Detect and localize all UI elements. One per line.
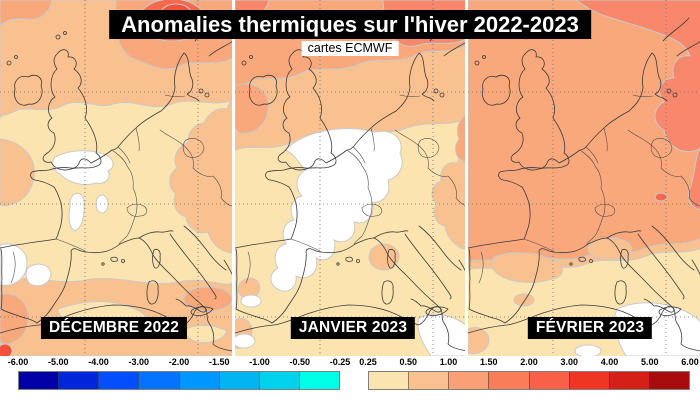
anomaly-blob bbox=[513, 293, 535, 307]
colorbar-segment bbox=[298, 372, 339, 389]
colorbar-segment bbox=[648, 372, 689, 389]
anomaly-blob bbox=[490, 252, 563, 283]
colorbar-tick-label: 0.50 bbox=[399, 357, 418, 367]
colorbar-tick-label: 6.00 bbox=[681, 357, 699, 367]
colorbar-tick-label: 1.50 bbox=[479, 357, 498, 367]
anomaly-blob bbox=[0, 293, 29, 345]
anomaly-blob bbox=[235, 333, 256, 349]
panel-label-february: FÉVRIER 2023 bbox=[527, 317, 653, 340]
anomaly-blob bbox=[240, 294, 262, 308]
colorbar-tick-label: 4.00 bbox=[600, 357, 619, 367]
colorbar-tick-label: 2.00 bbox=[520, 357, 538, 367]
colorbar-tick-label: -4.00 bbox=[88, 357, 109, 367]
anomaly-maps bbox=[0, 0, 700, 356]
anomaly-blob bbox=[68, 192, 85, 232]
colorbar-segment bbox=[448, 372, 489, 389]
colorbar-segment bbox=[98, 372, 139, 389]
anomaly-blob bbox=[270, 128, 403, 292]
colorbar-tick-label: -0.25 bbox=[329, 357, 351, 367]
colorbar-tick-label: 1.00 bbox=[439, 357, 458, 367]
anomaly-blob bbox=[368, 243, 400, 271]
anomaly-blob bbox=[574, 344, 602, 356]
anomaly-blob bbox=[687, 146, 700, 211]
anomaly-blob bbox=[169, 96, 232, 254]
colorbar-negative: -6.00 -5.00 -4.00 -3.00 -2.00 -1.50 -1.00 -0.50… bbox=[8, 356, 350, 394]
colorbar-segment bbox=[19, 372, 59, 389]
colorbar-tick-label: 3.00 bbox=[560, 357, 579, 367]
anomaly-blob bbox=[0, 243, 28, 286]
colorbar-tick-label: -1.50 bbox=[208, 357, 230, 367]
colorbar-segment bbox=[258, 372, 299, 389]
page-title: Anomalies thermiques sur l'hiver 2022-20… bbox=[109, 10, 591, 40]
anomaly-blob bbox=[468, 326, 490, 355]
map-panel-december bbox=[0, 0, 232, 356]
anomaly-blob bbox=[455, 115, 465, 163]
anomaly-blob bbox=[25, 263, 52, 287]
colorbar-positive: 0.25 0.50 1.00 1.50 2.00 3.00 4.00 5.00 6.00 bbox=[359, 356, 699, 394]
colorbar-segment bbox=[138, 372, 179, 389]
colorbar-tick-label: -2.00 bbox=[168, 357, 190, 367]
anomaly-blob bbox=[654, 192, 668, 202]
colorbar-tick-label: -5.00 bbox=[47, 357, 69, 367]
colorbar-segment bbox=[178, 372, 219, 389]
colorbar-segment bbox=[608, 372, 649, 389]
anomaly-blob bbox=[417, 313, 465, 356]
colorbar-segment bbox=[369, 372, 409, 389]
anomaly-blob bbox=[0, 138, 35, 207]
anomaly-blob bbox=[0, 343, 13, 356]
anomaly-blob bbox=[183, 286, 232, 312]
panel-label-january: JANVIER 2023 bbox=[290, 317, 416, 340]
anomaly-blob bbox=[235, 83, 269, 134]
anomaly-blob bbox=[575, 0, 700, 153]
colorbar-tick-label: -6.00 bbox=[7, 357, 29, 367]
colorbar-segment bbox=[408, 372, 449, 389]
colorbar-segment bbox=[488, 372, 529, 389]
colorbar-tick-label: -1.00 bbox=[249, 357, 270, 367]
map-panel-february bbox=[468, 0, 700, 356]
colorbar-tick-label: -0.50 bbox=[289, 357, 311, 367]
colorbar-segment bbox=[58, 372, 99, 389]
anomaly-blob bbox=[0, 0, 53, 27]
colorbar-segment bbox=[568, 372, 609, 389]
colorbar-tick-label: 5.00 bbox=[640, 357, 659, 367]
anomaly-blob bbox=[95, 194, 109, 214]
colorbar-segment bbox=[218, 372, 259, 389]
panel-label-december: DÉCEMBRE 2022 bbox=[40, 317, 188, 340]
colorbar-tick-label: 0.25 bbox=[359, 357, 377, 367]
colorbar-tick-label: -3.00 bbox=[128, 357, 150, 367]
credit-label: cartes ECMWF bbox=[301, 41, 399, 56]
colorbar-segment bbox=[528, 372, 569, 389]
